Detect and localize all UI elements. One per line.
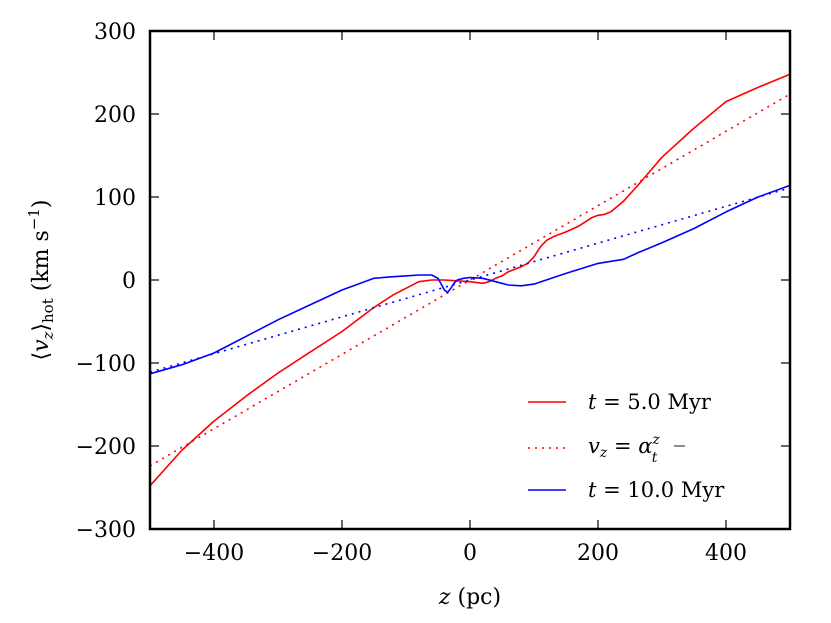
legend-label-fit: vz = αz t: [588, 432, 660, 466]
y-tick-label: −100: [76, 352, 136, 377]
legend: t = 5.0 Myr vz = αz t t = 10.0 Myr: [528, 390, 725, 502]
plot-area: [149, 73, 791, 487]
x-tick-label: −400: [184, 541, 244, 566]
tick-labels: −400 −200 0 200 400 −300 −200 −100 0 100 200 300: [76, 20, 747, 566]
x-tick-label: 200: [577, 541, 619, 566]
axes-frame: [148, 29, 792, 531]
x-axis-label: z (pc): [438, 585, 501, 610]
series-line-1: [149, 93, 791, 467]
y-tick-label: −200: [76, 435, 136, 460]
series-line-2: [149, 184, 791, 375]
x-tick-label: 400: [705, 541, 747, 566]
series-line-3: [149, 187, 791, 373]
legend-label-t10: t = 10.0 Myr: [588, 478, 725, 502]
x-tick-label: −200: [312, 541, 372, 566]
series-line-0: [149, 73, 791, 487]
y-tick-label: 200: [94, 103, 136, 128]
legend-label-t5: t = 5.0 Myr: [588, 390, 712, 414]
y-tick-label: −300: [76, 518, 136, 543]
x-tick-label: 0: [463, 541, 477, 566]
y-tick-label: 300: [94, 20, 136, 45]
y-axis-label: ⟨vz⟩hot (km s−1): [25, 199, 57, 360]
axis-ticks: [150, 30, 790, 530]
y-tick-label: 100: [94, 186, 136, 211]
y-tick-label: 0: [122, 269, 136, 294]
